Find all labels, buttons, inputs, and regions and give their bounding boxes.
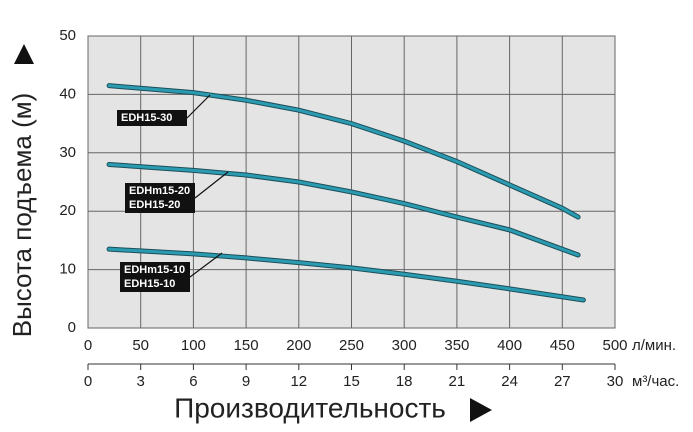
curve	[107, 84, 580, 219]
y-tick-label: 10	[59, 261, 76, 278]
x-tick-label: 350	[444, 337, 469, 354]
series-label: EDH15-10	[124, 278, 175, 290]
y-arrow	[14, 44, 34, 64]
x-tick-label: 450	[550, 337, 575, 354]
series-label: EDHm15-10	[124, 264, 185, 276]
curve	[107, 247, 585, 302]
y-tick-label: 20	[59, 202, 76, 219]
x2-tick-label: 9	[242, 373, 250, 390]
label-box	[120, 262, 190, 292]
x2-tick-label: 18	[396, 373, 413, 390]
curve	[107, 162, 580, 257]
x2-unit: м³/час.	[632, 373, 679, 390]
y-tick-label: 40	[59, 85, 76, 102]
label-pointer	[194, 171, 229, 199]
y-tick-label: 0	[68, 319, 76, 336]
x-tick-label: 200	[286, 337, 311, 354]
x2-tick-label: 27	[554, 373, 571, 390]
x2-tick-label: 6	[189, 373, 197, 390]
x-tick-label: 150	[234, 337, 259, 354]
x-tick-label: 50	[132, 337, 149, 354]
series-label: EDH15-20	[129, 199, 180, 211]
x2-tick-label: 12	[290, 373, 307, 390]
x-tick-label: 300	[392, 337, 417, 354]
series-label: EDHm15-20	[129, 185, 190, 197]
x2-tick-label: 3	[137, 373, 145, 390]
label-pointer	[189, 252, 223, 278]
x-arrow	[470, 398, 492, 422]
x2-tick-label: 21	[449, 373, 466, 390]
series-label: EDH15-30	[121, 112, 172, 124]
x-tick-label: 100	[181, 337, 206, 354]
x-title: Производительность	[174, 392, 446, 423]
x-tick-label: 500	[602, 337, 627, 354]
x-tick-label: 250	[339, 337, 364, 354]
x2-tick-label: 24	[501, 373, 518, 390]
x2-tick-label: 0	[84, 373, 92, 390]
y-tick-label: 50	[59, 27, 76, 44]
label-box	[125, 183, 195, 213]
x2-tick-label: 30	[607, 373, 624, 390]
x-tick-label: 0	[84, 337, 92, 354]
x-unit: л/мин.	[632, 337, 676, 354]
y-title: Высота подъема (м)	[7, 93, 37, 338]
x2-tick-label: 15	[343, 373, 360, 390]
y-tick-label: 30	[59, 144, 76, 161]
label-pointer	[186, 94, 211, 119]
label-box	[117, 110, 187, 126]
x-tick-label: 400	[497, 337, 522, 354]
